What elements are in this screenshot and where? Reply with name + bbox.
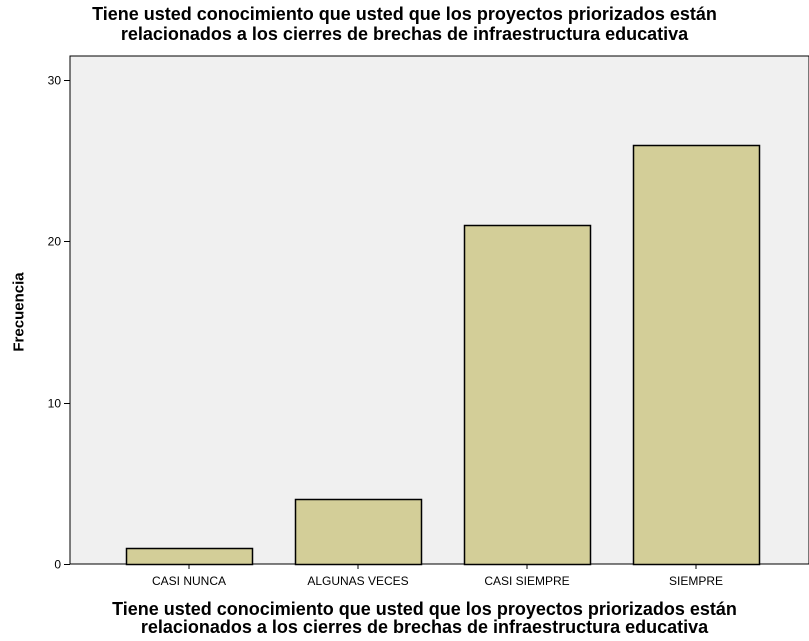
y-tick-label: 30 — [48, 74, 62, 88]
y-tick-label: 20 — [48, 235, 62, 249]
x-tick-label: CASI NUNCA — [152, 574, 226, 588]
x-axis-title: Tiene usted conocimiento que usted que l… — [20, 600, 809, 636]
y-tick-label: 10 — [48, 397, 62, 411]
x-axis: CASI NUNCA ALGUNAS VECES CASI SIEMPRE SIEMP… — [152, 564, 723, 588]
x-axis-title-line-2: relacionados a los cierres de brechas de… — [20, 618, 809, 636]
x-tick-label: ALGUNAS VECES — [307, 574, 408, 588]
x-axis-title-line-1: Tiene usted conocimiento que usted que l… — [20, 600, 809, 618]
bar-casi-siempre — [465, 226, 591, 565]
x-tick-label: CASI SIEMPRE — [484, 574, 569, 588]
y-axis-title-text: Frecuencia — [11, 272, 28, 351]
bar-siempre — [634, 146, 760, 565]
bar-casi-nunca — [127, 549, 253, 565]
y-tick-label: 0 — [54, 558, 61, 572]
y-axis: 0 10 20 30 — [48, 74, 70, 572]
x-tick-label: SIEMPRE — [669, 574, 723, 588]
bar-algunas-veces — [296, 500, 422, 565]
